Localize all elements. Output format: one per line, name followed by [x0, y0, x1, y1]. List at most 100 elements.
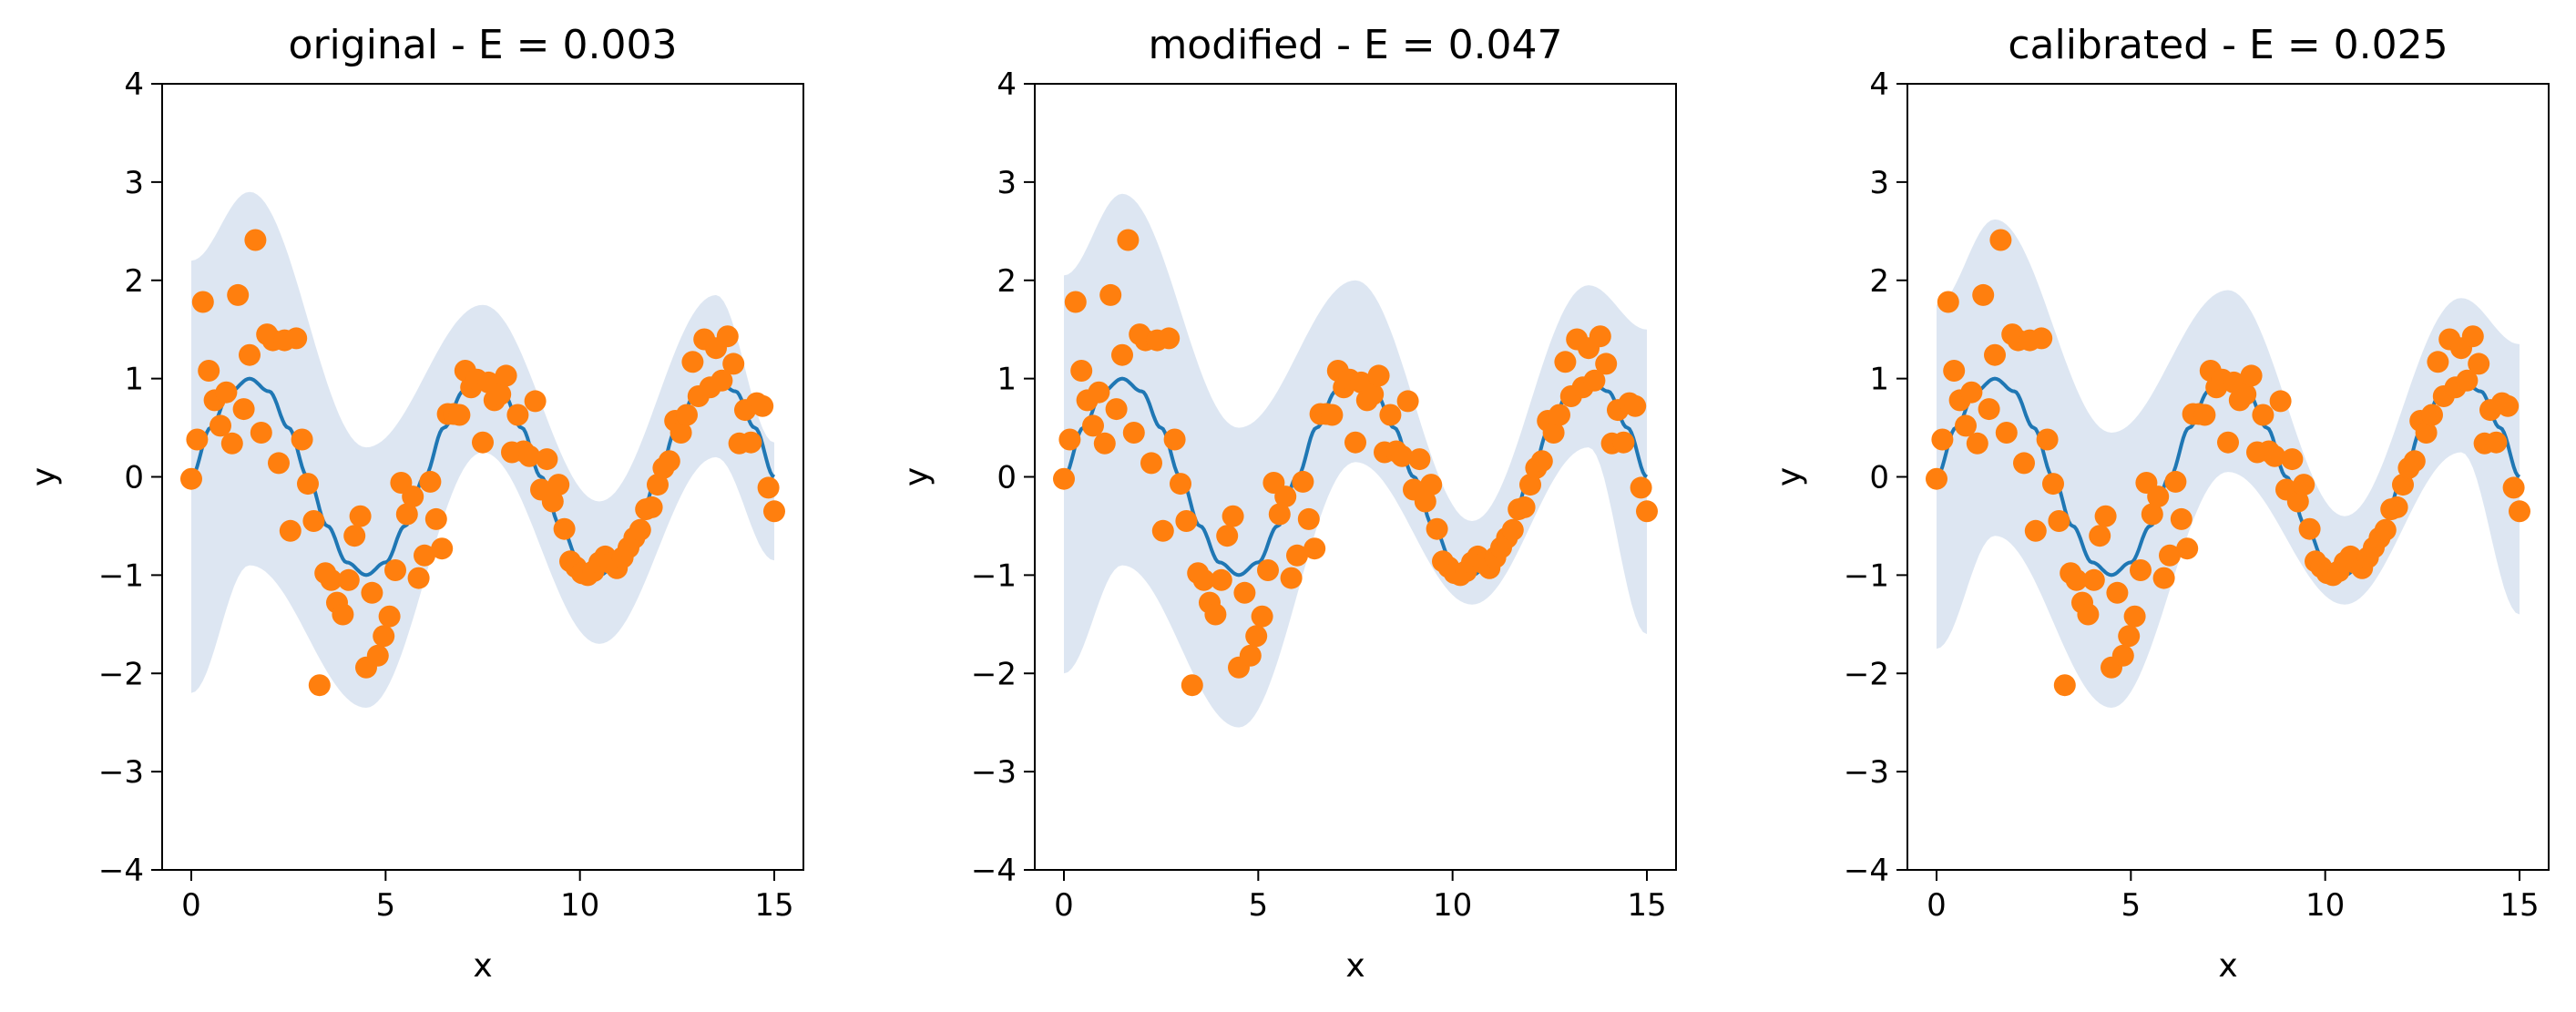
data-point [1053, 467, 1075, 490]
y-tick-label: −4 [971, 853, 1017, 889]
data-point [186, 428, 209, 451]
subplot-title: calibrated - E = 0.025 [2008, 22, 2448, 68]
x-tick-label: 15 [2499, 887, 2539, 924]
data-point [1408, 448, 1431, 471]
data-point [2176, 537, 2199, 560]
data-point [1117, 229, 1140, 251]
data-point [2111, 644, 2134, 667]
data-point [308, 674, 331, 697]
data-point [2461, 325, 2484, 348]
y-tick-labels: −4 −3 −2 −1 0 1 2 3 4 [98, 66, 144, 889]
data-point [215, 381, 238, 404]
data-point [1088, 381, 1110, 404]
x-tick-label: 5 [2121, 887, 2142, 924]
x-tick-label: 5 [1249, 887, 1269, 924]
data-point [1175, 510, 1198, 532]
data-point [1233, 581, 1256, 604]
data-point [2141, 503, 2163, 526]
data-point [2036, 428, 2059, 451]
data-point [337, 568, 360, 591]
data-point [1926, 467, 1947, 490]
x-tick-label: 0 [181, 887, 201, 924]
data-point [2286, 490, 2309, 513]
y-tick-label: 1 [1869, 362, 1889, 398]
y-tick-labels: −4 −3 −2 −1 0 1 2 3 4 [971, 66, 1017, 889]
y-tick-label: −2 [1844, 656, 1889, 692]
data-point [1105, 398, 1128, 421]
data-point [268, 452, 290, 475]
x-tick-label: 10 [2305, 887, 2345, 924]
data-point [1519, 474, 1541, 496]
y-tick-label: −1 [971, 557, 1017, 594]
y-tick-label: −1 [1844, 557, 1889, 594]
data-point [297, 473, 319, 496]
data-point [2427, 351, 2449, 373]
data-point [1297, 507, 1320, 530]
data-point [472, 431, 494, 454]
plot-area [1926, 219, 2530, 708]
data-point [1937, 291, 1959, 313]
y-axis-label: y [26, 467, 63, 486]
data-point [402, 486, 424, 508]
data-point [1151, 519, 1174, 542]
data-point [227, 283, 250, 306]
subplot-title: modified - E = 0.047 [1148, 22, 1562, 68]
y-tick-label: 3 [124, 165, 144, 201]
data-point [1960, 381, 1983, 404]
data-point [1583, 369, 1606, 392]
data-point [2264, 445, 2286, 467]
y-tick-label: 0 [997, 460, 1017, 496]
data-point [1972, 283, 1995, 306]
x-tick-label: 10 [560, 887, 599, 924]
data-point [489, 383, 512, 405]
y-tick-label: −3 [1844, 754, 1889, 791]
y-tick-label: 0 [1869, 460, 1889, 496]
data-point [2392, 474, 2414, 496]
data-point [2252, 404, 2274, 426]
data-point [239, 343, 261, 366]
data-point [2217, 431, 2239, 454]
y-tick-label: −4 [98, 853, 144, 889]
data-point [757, 476, 780, 499]
data-point [1280, 567, 1303, 589]
data-point [763, 500, 785, 523]
data-point [1978, 398, 2000, 421]
data-point [2123, 605, 2146, 628]
subplot-title: original - E = 0.003 [289, 22, 678, 68]
data-point [191, 291, 214, 313]
x-tick-label: 10 [1433, 887, 1472, 924]
data-point [2468, 353, 2490, 375]
data-point [495, 364, 517, 387]
y-tick-labels: −4 −3 −2 −1 0 1 2 3 4 [1844, 66, 1889, 889]
x-tick-label: 0 [1054, 887, 1074, 924]
data-point [1931, 428, 1954, 451]
data-point [1292, 470, 1314, 493]
data-point [2193, 404, 2216, 426]
data-point [302, 510, 325, 532]
plot-area [180, 191, 785, 708]
data-point [361, 581, 383, 604]
y-tick-label: −2 [971, 656, 1017, 692]
data-point [1192, 568, 1215, 591]
data-point [1210, 568, 1232, 591]
data-point [424, 507, 447, 530]
data-point [2118, 625, 2141, 648]
data-point [2030, 327, 2053, 350]
data-point [2298, 517, 2321, 540]
data-point [2013, 452, 2035, 475]
data-point [670, 422, 692, 444]
data-point [448, 404, 471, 426]
data-point [332, 603, 354, 626]
data-point [1624, 394, 1647, 417]
data-point [506, 404, 529, 426]
x-tick-label: 0 [1927, 887, 1947, 924]
data-point [740, 431, 762, 454]
y-tick-label: 3 [1869, 165, 1889, 201]
data-point [378, 605, 401, 628]
data-point [1099, 283, 1122, 306]
data-point [2147, 486, 2170, 508]
data-point [2053, 674, 2076, 697]
data-point [1058, 428, 1081, 451]
data-point [1554, 351, 1577, 373]
data-point [1070, 360, 1093, 382]
